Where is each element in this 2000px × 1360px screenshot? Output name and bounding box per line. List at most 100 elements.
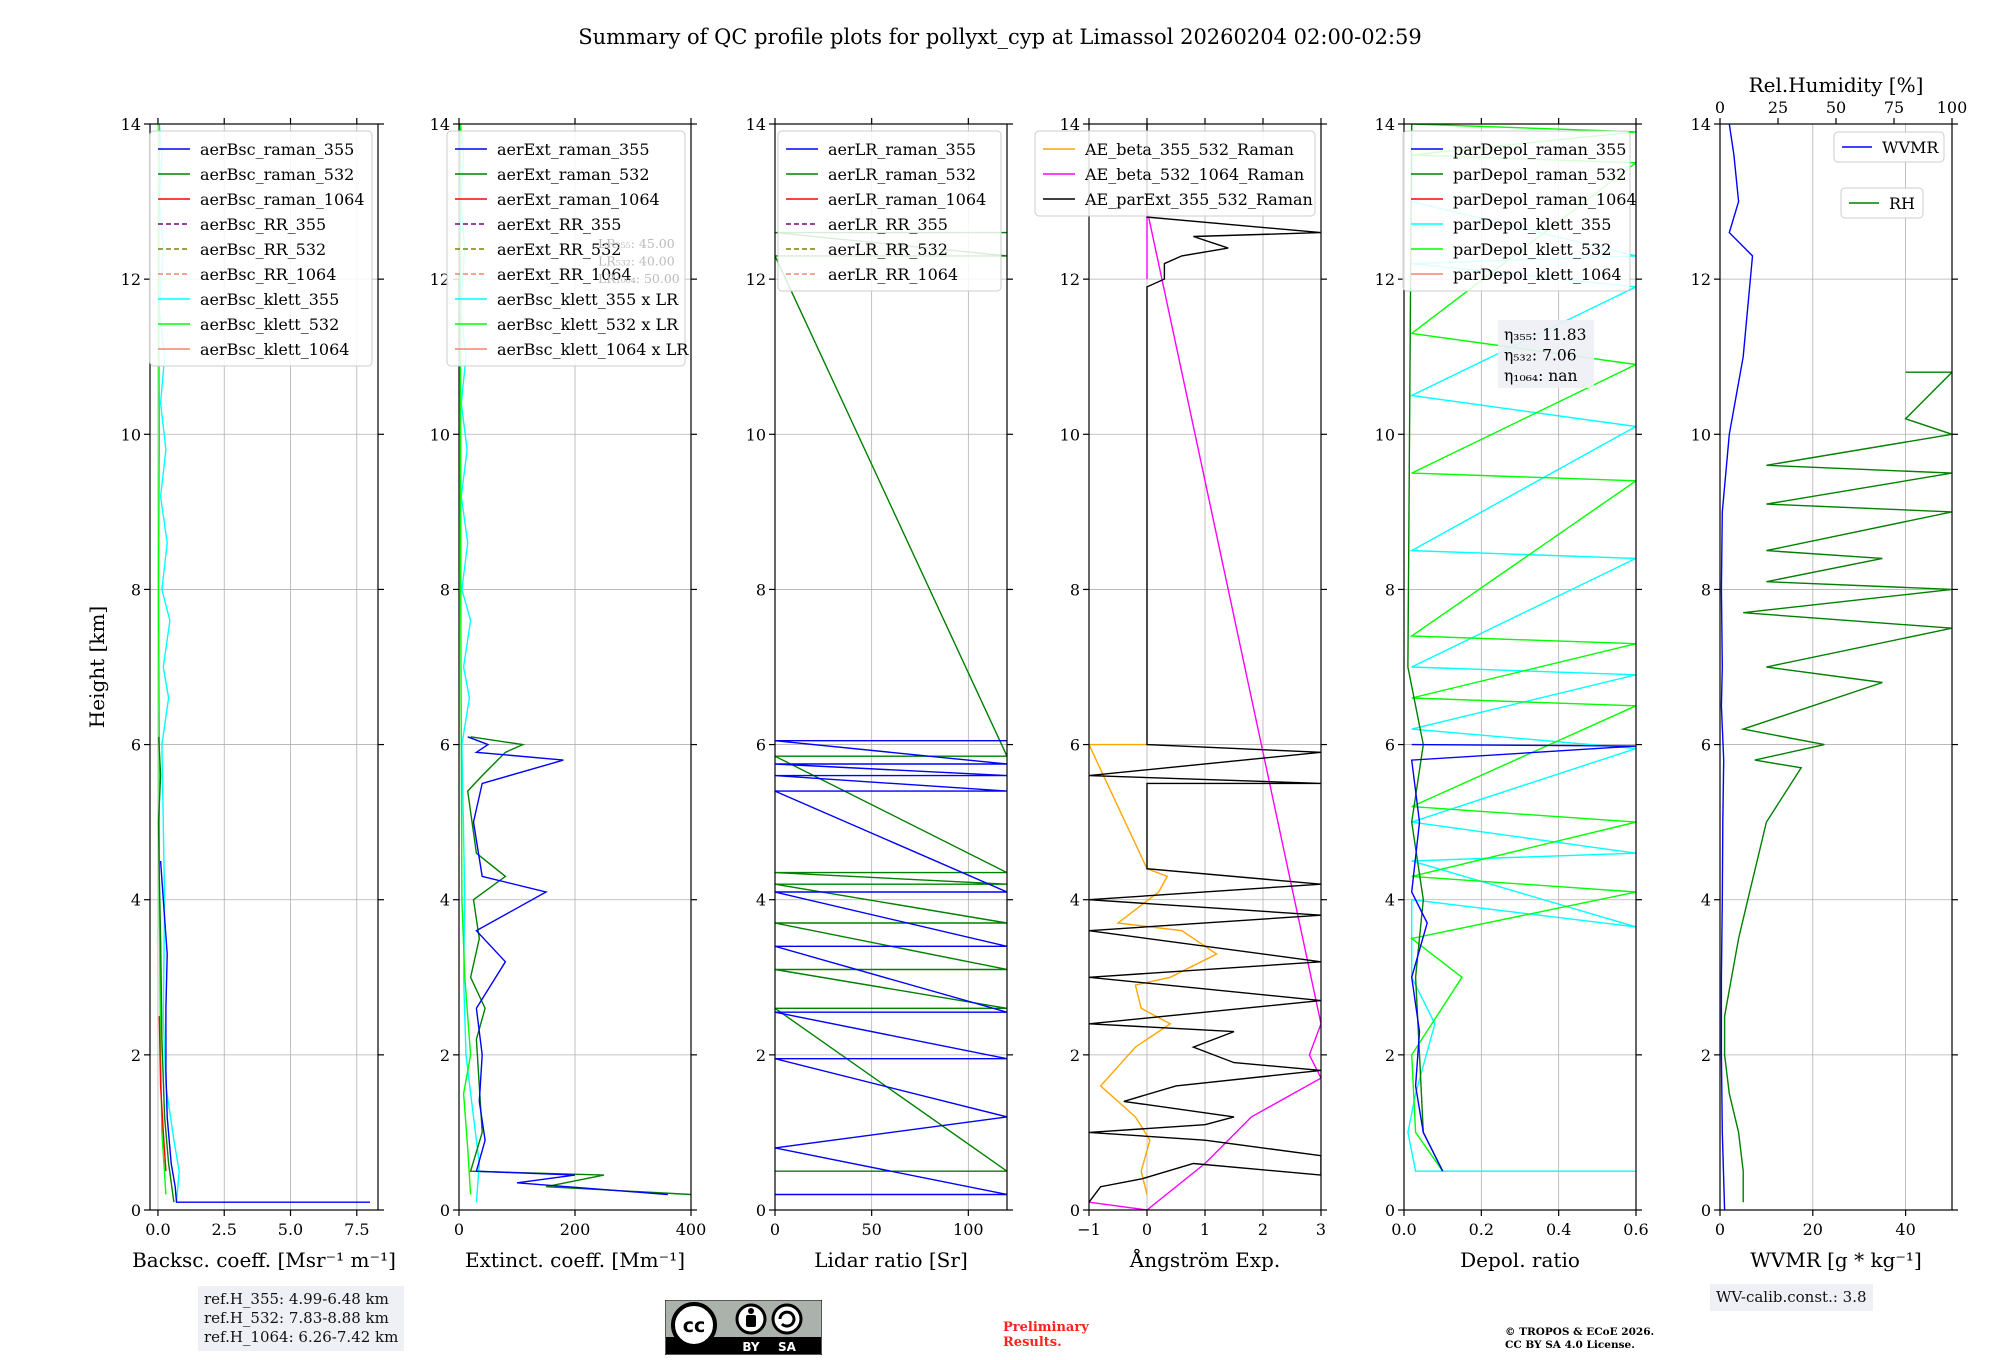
y-tick-label: 10 bbox=[121, 425, 141, 444]
x-axis-label: Extinct. coeff. [Mm⁻¹] bbox=[465, 1248, 685, 1272]
series-RH bbox=[1723, 371, 1952, 1203]
legend-label: parDepol_klett_532 bbox=[1453, 240, 1611, 259]
axes-frame bbox=[1719, 123, 1953, 1211]
series-aerBsc_klett_532 x LR bbox=[459, 124, 472, 1195]
y-tick-label: 10 bbox=[746, 425, 766, 444]
y-tick-label: 0 bbox=[131, 1201, 141, 1220]
x-axis-label: Backsc. coeff. [Msr⁻¹ m⁻¹] bbox=[132, 1248, 396, 1272]
legend-label: aerBsc_RR_1064 bbox=[200, 265, 336, 284]
copyright-note: © TROPOS & ECoE 2026. CC BY SA 4.0 Licen… bbox=[1505, 1326, 1654, 1352]
y-tick-label: 12 bbox=[1691, 270, 1711, 289]
y-tick-label: 12 bbox=[121, 270, 141, 289]
top-x-tick-label: 75 bbox=[1884, 98, 1904, 117]
x-tick-label: 0 bbox=[770, 1220, 780, 1239]
series-aerBsc_raman_1064 bbox=[158, 1016, 167, 1172]
wv-calib-const: WV-calib.const.: 3.8 bbox=[1716, 1288, 1867, 1306]
y-tick-label: 10 bbox=[1375, 425, 1395, 444]
x-tick-label: 0.4 bbox=[1546, 1220, 1571, 1239]
legend-label: aerLR_raman_355 bbox=[828, 140, 976, 159]
legend-label: aerBsc_RR_532 bbox=[200, 240, 326, 259]
series-parDepol_raman_355 bbox=[1410, 743, 1636, 1172]
y-tick-label: 14 bbox=[1691, 115, 1711, 134]
x-tick-label: 40 bbox=[1895, 1220, 1915, 1239]
legend: AE_beta_355_532_Raman AE_beta_532_1064_Ra… bbox=[1034, 130, 1316, 217]
y-tick-label: 4 bbox=[440, 891, 450, 910]
x-tick-label: 0.6 bbox=[1623, 1220, 1648, 1239]
annotation-line: LR₅₃₂: 40.00 bbox=[598, 254, 675, 269]
x-tick-label: 20 bbox=[1803, 1220, 1823, 1239]
legend-rh: RH bbox=[1840, 187, 1924, 219]
x-tick-label: 2.5 bbox=[212, 1220, 237, 1239]
legend-label: aerBsc_klett_355 bbox=[200, 290, 339, 309]
legend-label: aerBsc_klett_532 bbox=[200, 315, 339, 334]
legend-label: aerLR_RR_532 bbox=[828, 240, 948, 259]
legend-label: parDepol_raman_532 bbox=[1453, 165, 1626, 184]
top-x-tick-label: 0 bbox=[1715, 98, 1725, 117]
y-tick-label: 6 bbox=[756, 736, 766, 755]
y-tick-label: 12 bbox=[1375, 270, 1395, 289]
copyright-line-2: CC BY SA 4.0 License. bbox=[1505, 1339, 1635, 1351]
series-AE_parExt_355_532_Raman bbox=[1089, 124, 1321, 1203]
annotation-line: LR₁₀₆₄: 50.00 bbox=[598, 271, 680, 286]
preliminary-line-2: Results. bbox=[1003, 1335, 1062, 1350]
y-tick-label: 4 bbox=[1070, 891, 1080, 910]
y-tick-label: 2 bbox=[1070, 1046, 1080, 1065]
annotation-depol: η₃₅₅: 11.83 η₅₃₂: 7.06 η₁₀₆₄: nan bbox=[1498, 320, 1594, 388]
x-tick-label: 1 bbox=[1200, 1220, 1210, 1239]
axes-frame bbox=[774, 123, 1008, 1211]
annotation-line: η₃₅₅: 11.83 bbox=[1504, 326, 1586, 344]
y-tick-label: 0 bbox=[440, 1201, 450, 1220]
top-x-tick-label: 100 bbox=[1937, 98, 1968, 117]
legend-label: aerBsc_klett_355 x LR bbox=[497, 290, 679, 309]
x-tick-label: 200 bbox=[560, 1220, 591, 1239]
legend-label: aerExt_RR_532 bbox=[497, 240, 621, 259]
y-tick-label: 2 bbox=[131, 1046, 141, 1065]
x-tick-label: 2 bbox=[1258, 1220, 1268, 1239]
x-tick-label: 400 bbox=[676, 1220, 707, 1239]
annotation-line: η₅₃₂: 7.06 bbox=[1504, 347, 1577, 365]
y-tick-label: 4 bbox=[1385, 891, 1395, 910]
y-tick-label: 14 bbox=[1060, 115, 1080, 134]
series-aerExt_raman_532 bbox=[466, 736, 691, 1196]
legend-label: aerBsc_raman_355 bbox=[200, 140, 354, 159]
x-tick-label: 100 bbox=[953, 1220, 984, 1239]
x-axis-label: Ångström Exp. bbox=[1129, 1247, 1280, 1272]
y-tick-label: 14 bbox=[121, 115, 141, 134]
series-aerLR_raman_355 bbox=[775, 740, 1007, 1196]
y-tick-label: 8 bbox=[1701, 580, 1711, 599]
preliminary-line-1: Preliminary bbox=[1003, 1320, 1089, 1335]
series-AE_beta_355_532_Raman bbox=[1089, 743, 1218, 1195]
x-axis-label: WVMR [g * kg⁻¹] bbox=[1750, 1248, 1922, 1272]
figure-title: Summary of QC profile plots for pollyxt_… bbox=[578, 25, 1422, 49]
x-tick-label: 50 bbox=[861, 1220, 881, 1239]
annotation-line: LR₃₅₅: 45.00 bbox=[598, 236, 675, 251]
legend-label: aerExt_raman_1064 bbox=[497, 190, 660, 209]
y-tick-label: 6 bbox=[1385, 736, 1395, 755]
panel-lidar_ratio: 0 2 4 6 8 10 12 14 0 50 100 Lidar ratio [Sr] aerLR_r… bbox=[746, 115, 1013, 1272]
y-tick-label: 12 bbox=[746, 270, 766, 289]
series-parDepol_raman_532 bbox=[1407, 124, 1444, 1172]
legend: aerBsc_raman_355 aerBsc_raman_532 aerBsc_r… bbox=[149, 130, 373, 367]
y-tick-label: 14 bbox=[430, 115, 450, 134]
legend-label: WVMR bbox=[1882, 138, 1939, 157]
series-aerLR_raman_532 bbox=[775, 231, 1007, 1172]
y-tick-label: 0 bbox=[756, 1201, 766, 1220]
y-tick-label: 4 bbox=[1701, 891, 1711, 910]
legend: aerExt_raman_355 aerExt_raman_532 aerExt_r… bbox=[446, 130, 689, 367]
x-axis-label: Depol. ratio bbox=[1460, 1248, 1580, 1272]
y-tick-label: 14 bbox=[746, 115, 766, 134]
x-tick-label: 5.0 bbox=[278, 1220, 303, 1239]
legend-label: aerLR_RR_1064 bbox=[828, 265, 958, 284]
x-tick-label: 0.2 bbox=[1469, 1220, 1494, 1239]
axes-frame bbox=[149, 123, 379, 1211]
y-tick-label: 6 bbox=[1701, 736, 1711, 755]
x-tick-label: −1 bbox=[1077, 1220, 1101, 1239]
legend-label: aerLR_raman_1064 bbox=[828, 190, 986, 209]
y-tick-label: 10 bbox=[430, 425, 450, 444]
panel-backscatter: 0 2 4 6 8 10 12 14 0.0 2.5 5.0 7.5 Backsc. coeff. [M… bbox=[85, 115, 396, 1272]
svg-text:cc: cc bbox=[683, 1315, 706, 1337]
x-tick-label: 0.0 bbox=[1391, 1220, 1416, 1239]
y-tick-label: 8 bbox=[1385, 580, 1395, 599]
x-tick-label: 0 bbox=[454, 1220, 464, 1239]
